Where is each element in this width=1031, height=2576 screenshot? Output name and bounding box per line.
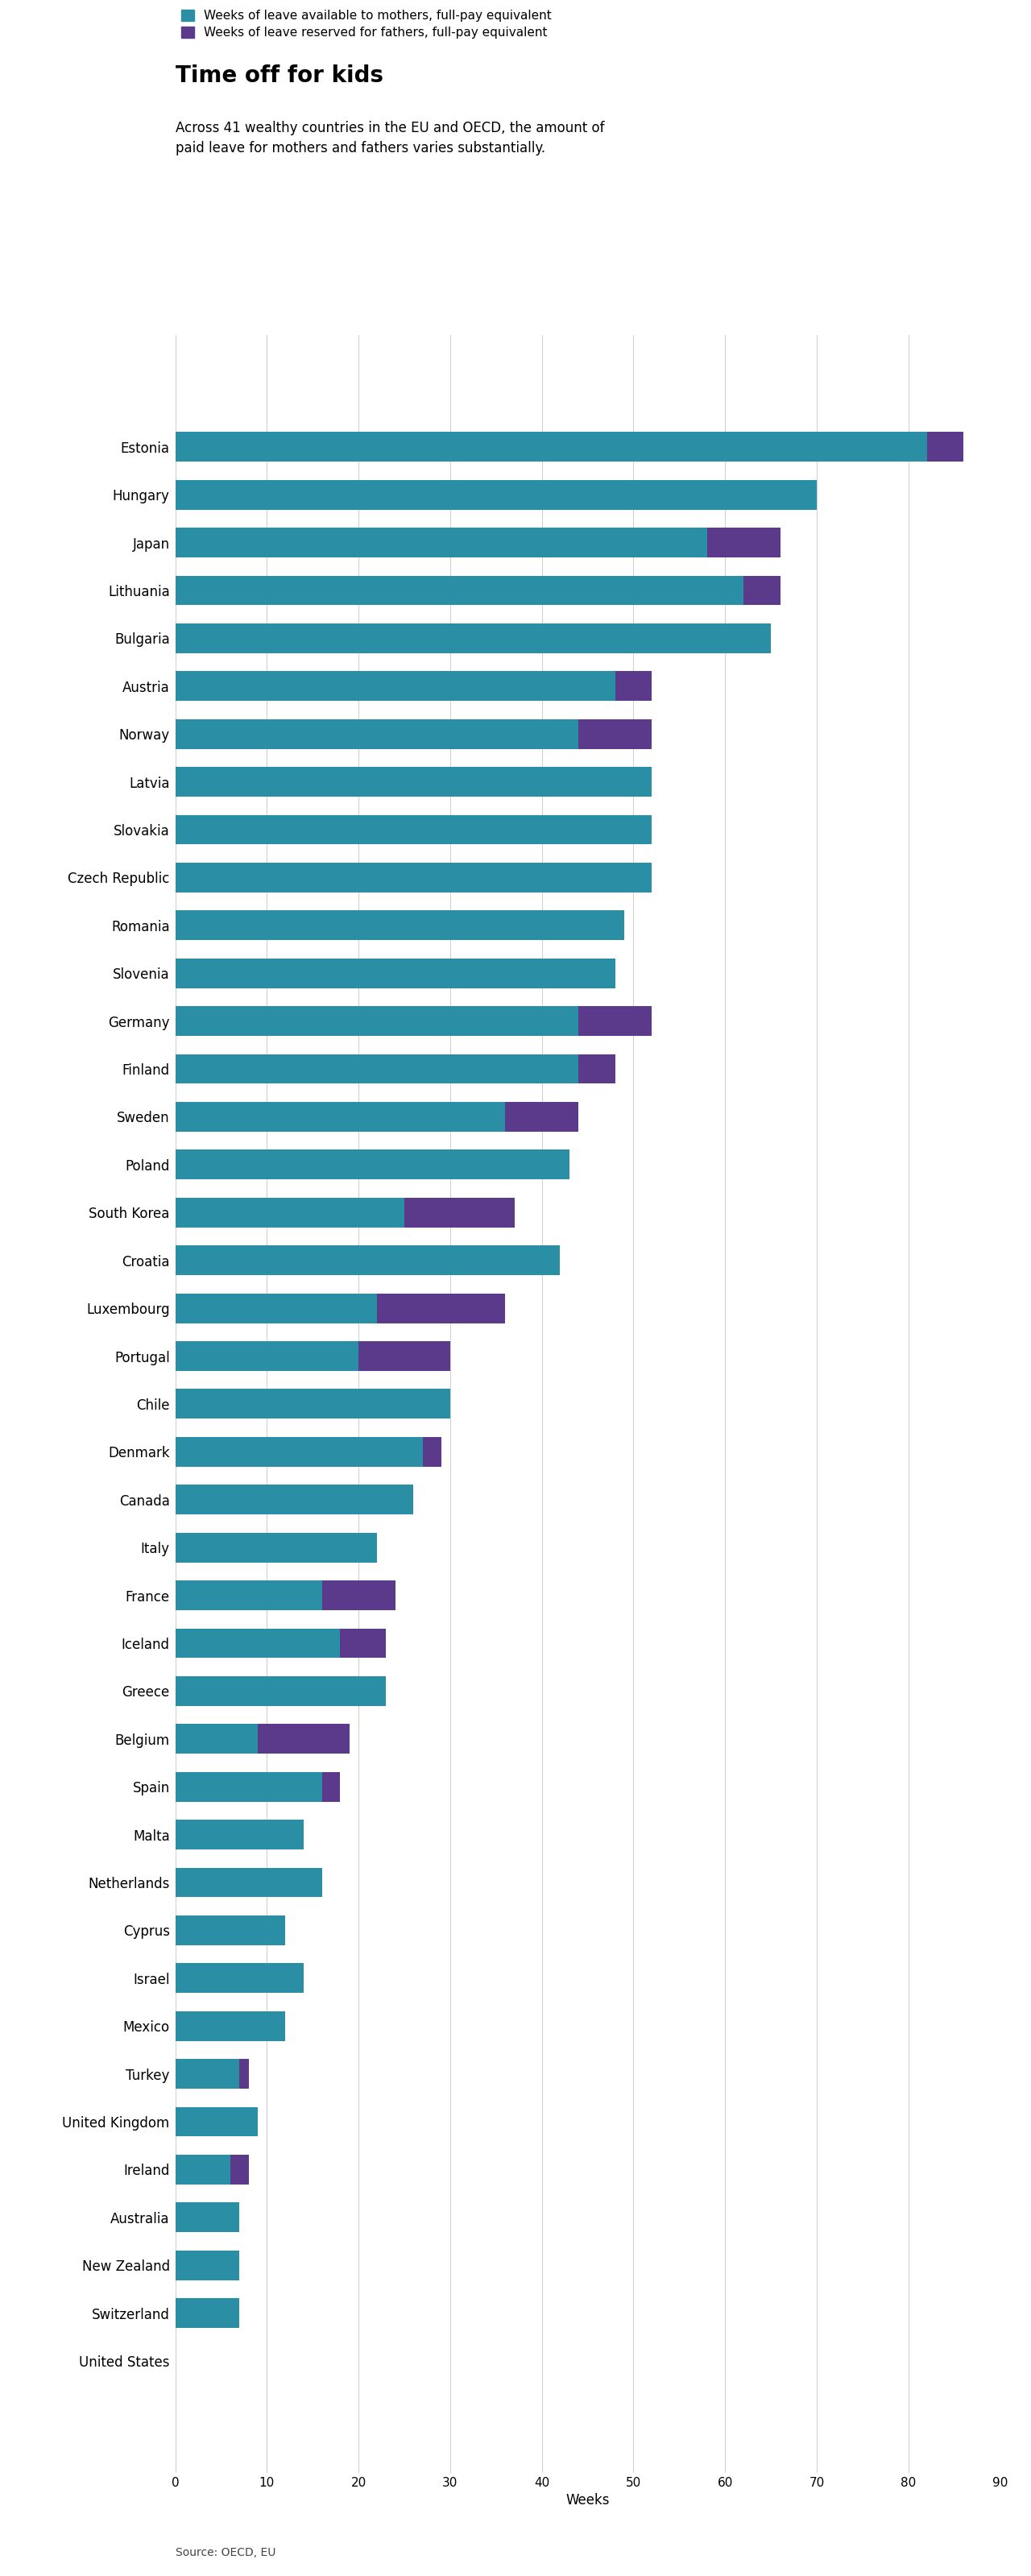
Bar <box>175 1342 359 1370</box>
Bar <box>359 1342 451 1370</box>
Bar <box>175 1437 423 1466</box>
Bar <box>175 909 625 940</box>
Bar <box>340 1628 386 1659</box>
Bar <box>322 1582 395 1610</box>
Bar <box>377 1293 505 1324</box>
Bar <box>175 2251 239 2280</box>
Bar <box>743 574 780 605</box>
Bar <box>175 2107 258 2136</box>
Bar <box>505 1103 578 1131</box>
Bar <box>175 2154 230 2184</box>
Bar <box>175 1198 404 1226</box>
Bar <box>707 528 780 556</box>
Bar <box>175 1723 258 1754</box>
Bar <box>175 528 707 556</box>
Bar <box>239 2058 248 2089</box>
Bar <box>175 1007 578 1036</box>
Bar <box>175 2012 286 2040</box>
Bar <box>175 1868 322 1899</box>
Bar <box>927 433 963 461</box>
Bar <box>578 1007 652 1036</box>
Bar <box>578 1054 616 1084</box>
Bar <box>616 672 652 701</box>
Bar <box>230 2154 248 2184</box>
Text: Across 41 wealthy countries in the EU and OECD, the amount of
paid leave for mot: Across 41 wealthy countries in the EU an… <box>175 121 604 155</box>
Bar <box>175 1247 560 1275</box>
Bar <box>175 1054 578 1084</box>
Bar <box>578 719 652 750</box>
Legend: Weeks of leave available to mothers, full-pay equivalent, Weeks of leave reserve: Weeks of leave available to mothers, ful… <box>181 10 552 39</box>
Bar <box>175 2298 239 2329</box>
Bar <box>175 1772 322 1801</box>
Bar <box>175 1533 377 1561</box>
Bar <box>175 574 743 605</box>
Bar <box>404 1198 514 1226</box>
Bar <box>175 814 652 845</box>
Bar <box>258 1723 350 1754</box>
X-axis label: Weeks: Weeks <box>566 2494 609 2509</box>
Bar <box>175 1677 386 1705</box>
Bar <box>175 768 652 796</box>
Bar <box>175 719 578 750</box>
Bar <box>175 2202 239 2233</box>
Bar <box>175 1484 413 1515</box>
Bar <box>175 1388 451 1419</box>
Text: Source: OECD, EU: Source: OECD, EU <box>175 2548 275 2558</box>
Bar <box>175 672 616 701</box>
Bar <box>175 2058 239 2089</box>
Bar <box>175 1917 286 1945</box>
Bar <box>175 1628 340 1659</box>
Bar <box>423 1437 441 1466</box>
Bar <box>175 623 771 654</box>
Bar <box>175 433 927 461</box>
Bar <box>175 479 817 510</box>
Bar <box>175 1149 569 1180</box>
Bar <box>175 1819 303 1850</box>
Bar <box>175 1103 505 1131</box>
Text: Time off for kids: Time off for kids <box>175 64 384 88</box>
Bar <box>175 958 616 989</box>
Bar <box>175 1963 303 1994</box>
Bar <box>322 1772 340 1801</box>
Bar <box>175 863 652 891</box>
Bar <box>175 1582 322 1610</box>
Bar <box>175 1293 377 1324</box>
